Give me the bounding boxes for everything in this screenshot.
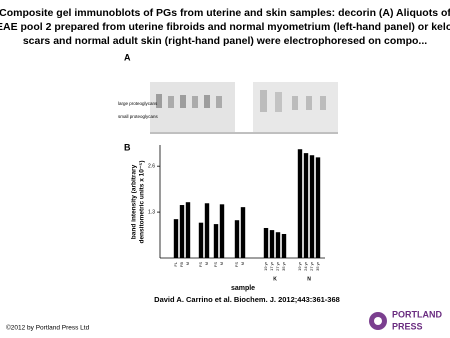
title-line: Composite gel immunoblots of PGs from ut…	[0, 7, 450, 19]
x-tick-label: 19 yr	[263, 261, 268, 271]
x-tick-label: 35 yr	[315, 261, 320, 271]
x-axis-label: sample	[231, 285, 255, 292]
x-tick-label: M	[185, 262, 190, 265]
blot-left	[150, 82, 235, 132]
group-label: N	[307, 276, 311, 282]
bar	[219, 204, 225, 258]
bar	[198, 222, 204, 258]
bar	[303, 153, 309, 258]
y-axis-label: band intensity (arbitrary	[131, 164, 138, 239]
band-label: small proteoglycans	[118, 114, 159, 119]
logo: PORTLAND PRESS	[369, 309, 442, 331]
bar	[263, 227, 269, 258]
x-tick-label: FS	[213, 262, 218, 267]
bar	[204, 203, 210, 258]
blot-bands	[156, 90, 326, 112]
bar	[173, 219, 179, 258]
x-tick-label: 17 yr	[269, 261, 274, 271]
bar	[309, 155, 315, 258]
y-tick-label: 1.3	[148, 209, 155, 215]
x-tick-label: M	[240, 262, 245, 265]
x-tick-label: FL	[173, 261, 178, 266]
bar-chart: 1.3 2.6 band intensity (arbitrary densitome…	[131, 145, 325, 292]
bar	[269, 230, 275, 258]
band-label: large proteoglycans	[118, 101, 158, 106]
bar	[240, 207, 246, 258]
x-tick-label: FS	[234, 262, 239, 267]
bar	[185, 202, 191, 258]
bar	[281, 233, 287, 258]
citation: David A. Carrino et al. Biochem. J. 2012…	[154, 295, 340, 304]
bar	[297, 149, 303, 258]
x-tick-label: 27 yr	[309, 261, 314, 271]
bar	[315, 157, 321, 258]
bar	[275, 232, 281, 258]
title-line: DEAE pool 2 prepared from uterine fibroi…	[0, 21, 450, 33]
x-tick-label: FB	[179, 262, 184, 267]
group-label: K	[273, 276, 277, 282]
panel-label: B	[124, 142, 131, 152]
x-tick-label: M	[219, 262, 224, 265]
logo-text: PRESS	[392, 321, 423, 331]
bar	[179, 205, 185, 258]
x-tick-label: M	[204, 262, 209, 265]
y-axis-label: densitometric units x 10⁻⁵)	[139, 160, 146, 243]
y-tick-label: 2.6	[148, 164, 155, 170]
logo-text: PORTLAND	[392, 309, 442, 319]
x-tick-label: 27 yr	[275, 261, 280, 271]
x-tick-label: FS	[198, 262, 203, 267]
blot-right	[253, 82, 338, 132]
x-tick-label: 35 yr	[281, 261, 286, 271]
bar	[213, 224, 219, 258]
copyright: ©2012 by Portland Press Ltd	[6, 324, 90, 332]
panel-label: A	[124, 52, 131, 62]
bar	[234, 220, 240, 258]
x-tick-label: 24 yr	[303, 261, 308, 271]
title-line: scars and normal adult skin (right-hand …	[23, 35, 427, 47]
x-tick-label: 19 yr	[297, 261, 302, 271]
